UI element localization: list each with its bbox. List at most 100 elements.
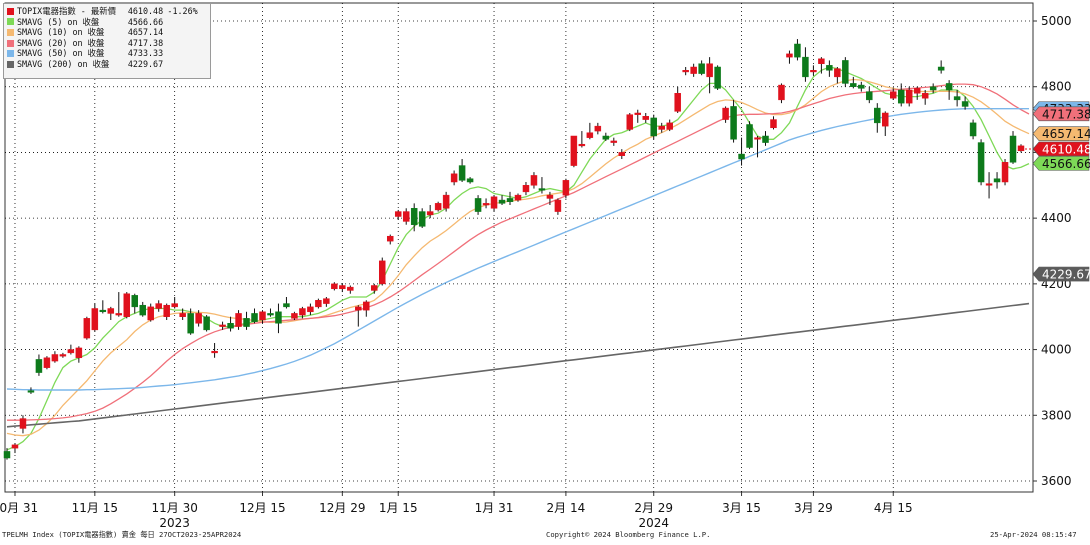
candle-body <box>458 165 466 181</box>
candle <box>155 300 162 312</box>
candle-body <box>610 140 618 143</box>
candle <box>251 308 258 324</box>
candle-body <box>187 313 194 334</box>
candle-body <box>538 188 546 191</box>
ma-line-1 <box>6 78 1030 437</box>
candle <box>299 306 306 319</box>
candle-body <box>386 235 394 242</box>
legend-value: 4717.38 <box>127 37 164 48</box>
candle <box>1001 159 1009 186</box>
candle-body <box>163 304 170 317</box>
candle <box>259 310 266 324</box>
candle <box>410 203 418 232</box>
candle-body <box>75 347 83 359</box>
candle-body <box>307 306 314 313</box>
plot-border <box>4 2 1034 493</box>
x-tick-label: 12月 29 <box>319 501 365 515</box>
x-tick-label: 2月 14 <box>547 501 586 515</box>
candle <box>171 297 178 309</box>
candle-body <box>554 199 562 212</box>
candle-body <box>139 304 146 316</box>
candle <box>570 135 578 168</box>
candle <box>179 308 186 320</box>
candle <box>706 57 713 94</box>
candle <box>985 172 993 199</box>
candle <box>506 191 514 205</box>
candle-body <box>945 83 953 91</box>
candle <box>123 292 131 319</box>
candle-body <box>897 89 905 104</box>
candle-body <box>905 89 913 104</box>
candle <box>291 311 298 320</box>
legend-value: 4229.67 <box>127 58 164 69</box>
candle-body <box>738 153 745 160</box>
candle-body <box>355 306 362 311</box>
candle-body <box>315 300 322 308</box>
candle-body <box>562 180 570 196</box>
candle <box>945 80 953 100</box>
candle <box>642 113 649 123</box>
candle <box>754 136 761 158</box>
candle <box>43 356 51 370</box>
candle <box>402 208 410 225</box>
candle <box>187 308 194 335</box>
candle <box>418 208 426 228</box>
candle <box>522 182 530 196</box>
candle-body <box>211 350 218 354</box>
candle <box>586 122 594 140</box>
candle <box>961 96 969 110</box>
candle <box>59 352 67 358</box>
candle-body <box>977 142 985 183</box>
candle-body <box>91 308 99 331</box>
candle <box>810 65 817 76</box>
candle <box>650 114 657 140</box>
candle <box>538 177 546 194</box>
candle-body <box>147 306 154 321</box>
candle <box>219 321 226 330</box>
candle <box>554 198 562 215</box>
ma-line-2 <box>7 83 1030 421</box>
x-tick-label: 1月 15 <box>379 501 418 515</box>
candle-body <box>1017 145 1025 152</box>
axis-layer: 3600380040004200440046004800500010月 3111… <box>0 14 1072 530</box>
candle-body <box>706 63 713 78</box>
price-tag-box <box>1032 266 1090 282</box>
candle <box>546 191 554 205</box>
candle <box>163 303 170 320</box>
candle <box>826 60 833 77</box>
candle <box>1017 144 1025 153</box>
x-tick-label: 12月 15 <box>239 501 285 515</box>
candle <box>211 343 218 358</box>
candle <box>913 86 921 100</box>
price-tag-label: 4717.38 <box>1042 107 1090 121</box>
candle-body <box>714 66 721 89</box>
candle-body <box>794 43 801 58</box>
moving-average-layer <box>6 66 1030 451</box>
footer-timestamp: 25-Apr-2024 08:15:47 <box>990 530 1077 539</box>
candle <box>67 344 75 355</box>
candle <box>698 60 705 76</box>
candle <box>786 50 793 64</box>
candle-body <box>283 303 290 308</box>
candle <box>1009 131 1017 164</box>
candle <box>139 301 146 317</box>
candle-body <box>155 303 162 309</box>
candle <box>363 300 370 317</box>
candle-body <box>498 199 506 204</box>
candle-body <box>570 135 578 166</box>
candle-body <box>291 313 298 319</box>
candle-body <box>985 183 993 186</box>
candle-body <box>506 198 514 202</box>
candle <box>19 415 27 434</box>
x-tick-label: 10月 31 <box>0 501 38 515</box>
candle-body <box>275 311 282 324</box>
legend-value: 4733.33 <box>127 48 164 59</box>
legend-row-sma50: SMAVG (50) on 收盤 4733.33 <box>7 48 207 59</box>
candle <box>394 209 402 220</box>
candle-body <box>123 293 131 317</box>
candle <box>858 81 865 92</box>
candle-body <box>762 135 769 143</box>
candle <box>929 83 937 94</box>
candle <box>953 90 961 107</box>
candle <box>3 448 11 460</box>
